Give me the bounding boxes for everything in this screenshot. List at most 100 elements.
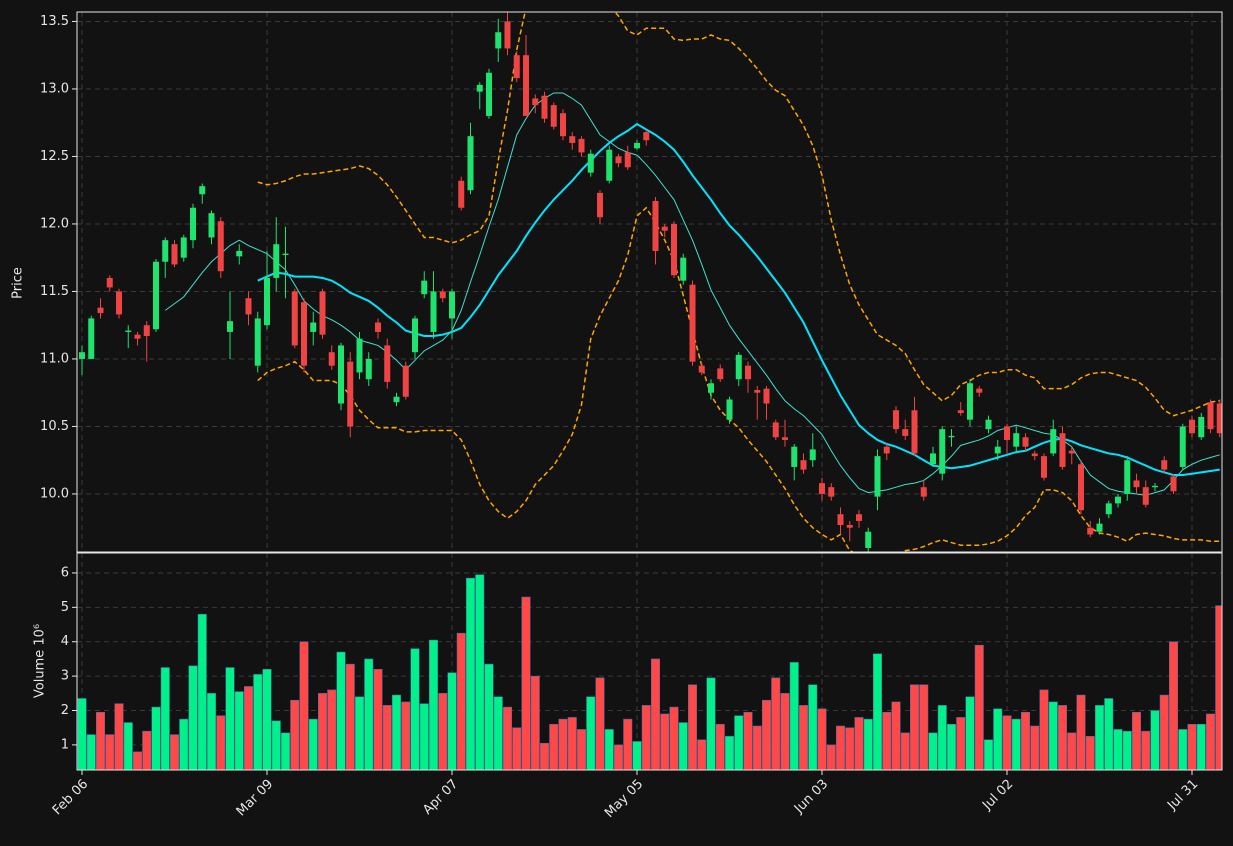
candle-body — [606, 149, 613, 181]
volume-bar — [845, 727, 855, 770]
y-tick-label: 12.0 — [40, 216, 69, 231]
candle-body — [328, 352, 335, 366]
candle-body — [763, 388, 770, 404]
candle-body — [523, 55, 529, 116]
volume-bar — [697, 739, 707, 770]
candle-body — [495, 32, 502, 49]
candle-body — [634, 142, 640, 149]
volume-bar — [114, 703, 124, 770]
y-tick-label: 11.5 — [40, 284, 69, 299]
candle-body — [976, 388, 983, 393]
volume-bar — [993, 708, 1003, 770]
volume-bar — [724, 736, 735, 770]
volume-bar — [891, 701, 901, 770]
volume-bar — [1076, 694, 1086, 770]
candle-body — [560, 113, 566, 137]
candle-body — [957, 410, 964, 413]
volume-bar — [715, 724, 725, 770]
candle-body — [717, 368, 724, 380]
candle-body — [449, 291, 455, 319]
volume-bar — [484, 663, 494, 770]
volume-bar — [438, 693, 448, 770]
candle-body — [1068, 450, 1075, 454]
volume-bar — [1020, 711, 1031, 770]
candle-body — [412, 318, 418, 353]
candle-body — [689, 284, 696, 362]
candle-body — [1124, 460, 1131, 494]
volume-bar — [1094, 705, 1105, 770]
candle-body — [837, 514, 844, 525]
volume-bar — [160, 667, 170, 770]
volume-bar — [660, 713, 670, 770]
volume-bar — [641, 705, 651, 770]
volume-bar — [956, 717, 966, 770]
volume-bar — [817, 708, 827, 770]
volume-bar — [1057, 705, 1068, 770]
candle-body — [1050, 429, 1057, 454]
candle-body — [125, 330, 132, 332]
candle-body — [1152, 485, 1158, 488]
candle-body — [375, 322, 381, 332]
candle-body — [439, 291, 446, 299]
candle-body — [1198, 417, 1205, 438]
volume-bar — [1131, 711, 1142, 770]
candle-body — [578, 138, 585, 153]
volume-bar — [475, 574, 485, 770]
volume-bar — [928, 732, 938, 770]
candle-body — [1096, 523, 1103, 532]
candle-body — [550, 105, 557, 127]
candle-body — [671, 223, 677, 276]
volume-bar — [983, 739, 994, 770]
volume-bar — [373, 668, 383, 770]
candle-body — [273, 244, 280, 278]
y-tick-label: 13.5 — [40, 14, 69, 29]
candle-body — [106, 277, 113, 288]
candle-body — [282, 253, 289, 255]
volume-bar — [882, 711, 892, 770]
volume-bar — [280, 732, 291, 770]
volume-bar — [188, 665, 198, 770]
volume-bar — [1002, 715, 1012, 770]
candle-body — [245, 298, 252, 315]
volume-bar — [1048, 701, 1058, 770]
volume-bar — [354, 696, 365, 770]
volume-bar — [197, 613, 207, 770]
volume-bar — [253, 674, 263, 770]
volume-bar — [1141, 730, 1151, 770]
candle-body — [319, 291, 326, 335]
candle-body — [819, 483, 825, 494]
candle-body — [1022, 437, 1029, 447]
candle-body — [1142, 487, 1149, 505]
candle-body — [569, 136, 576, 143]
volume-bar — [1205, 713, 1216, 770]
volume-bar — [743, 711, 753, 770]
y-tick-label: 10.0 — [40, 486, 69, 501]
volume-bar — [512, 727, 522, 770]
candle-body — [208, 213, 215, 238]
candle-body — [347, 361, 354, 427]
candle-body — [1216, 403, 1222, 434]
candle-body — [1189, 419, 1195, 434]
volume-bar — [752, 725, 762, 770]
candle-body — [338, 345, 344, 404]
volume-bar — [669, 706, 679, 770]
indicator-line — [164, 92, 1220, 496]
indicator-line — [257, 122, 1220, 477]
y-tick-label: 13.0 — [40, 81, 69, 96]
volume-bar — [105, 734, 115, 770]
candle-body — [1041, 456, 1047, 478]
volume-bar — [447, 672, 457, 770]
candle-body — [994, 446, 1001, 454]
candle-body — [1207, 402, 1214, 430]
volume-bar — [493, 696, 503, 770]
volume-bar — [465, 577, 476, 770]
candle-body — [708, 383, 714, 393]
candle-body — [893, 410, 899, 430]
candle-body — [624, 152, 631, 168]
candle-body — [301, 302, 307, 366]
volume-bar — [1178, 729, 1188, 770]
candle-body — [985, 419, 992, 430]
volume-plot — [77, 574, 1222, 770]
candle-body — [134, 334, 141, 339]
candle-body — [476, 84, 483, 92]
